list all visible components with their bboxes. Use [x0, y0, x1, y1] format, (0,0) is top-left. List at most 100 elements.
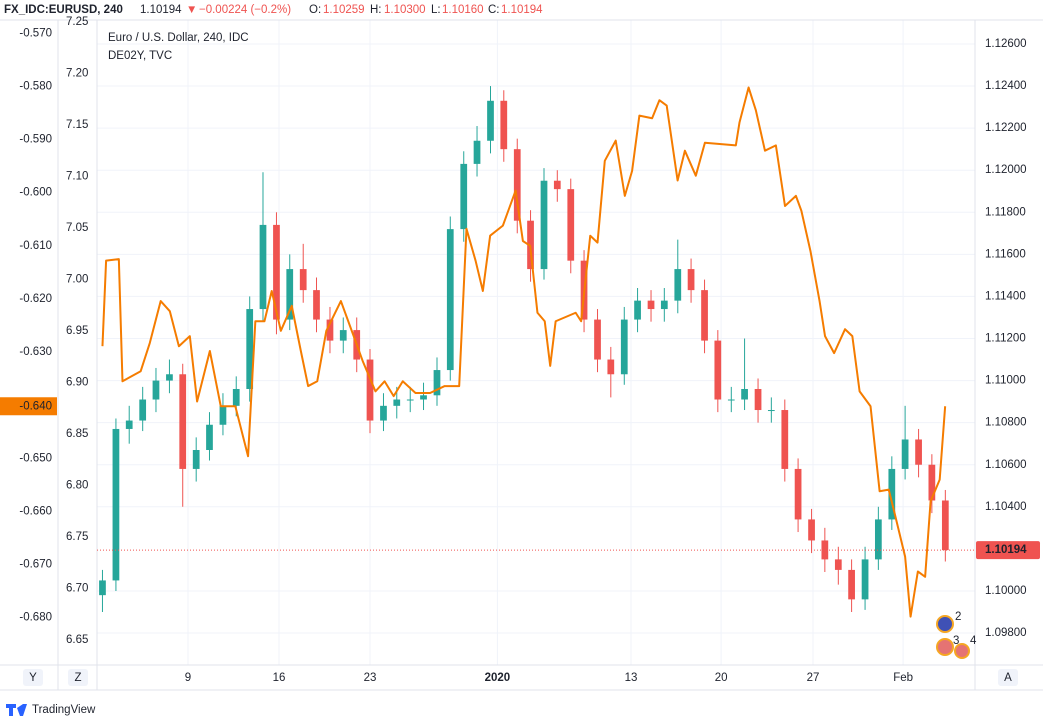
y-tick-label: -0.600	[19, 187, 52, 199]
y-button-label[interactable]: Y	[29, 672, 37, 684]
candle-body	[112, 428, 120, 581]
y-tick-label: -0.590	[19, 134, 52, 146]
x-tick-label: 23	[364, 672, 377, 684]
candle-body	[513, 149, 521, 221]
x-tick-label: 9	[185, 672, 191, 684]
candle-body	[767, 410, 775, 412]
header: FX_IDC:EURUSD, 240 1.10194 ▼ −0.00224 (−…	[4, 4, 543, 16]
candle-body	[500, 100, 508, 150]
y-tick-label: -0.630	[19, 346, 52, 358]
y-tick-label: -0.620	[19, 293, 52, 305]
candle-body	[259, 224, 267, 310]
z-button[interactable]	[68, 669, 88, 686]
candle-body	[901, 439, 909, 469]
candle-body	[754, 388, 762, 411]
y2-tick-label: 1.12000	[985, 164, 1027, 176]
candle-body	[915, 439, 922, 465]
y2-tick-label: 1.11400	[985, 290, 1026, 302]
y3-tick-label: 7.10	[66, 171, 88, 183]
candle-body	[567, 189, 575, 261]
y-button[interactable]	[23, 669, 43, 686]
close-label: C:	[488, 4, 500, 16]
candle-body	[446, 229, 454, 371]
y2-tick-label: 1.10400	[985, 501, 1027, 513]
event-count: 3	[953, 635, 959, 647]
candle-body	[701, 290, 708, 341]
x-tick-label: 16	[273, 672, 286, 684]
candle-body	[861, 559, 869, 600]
y3-tick-label: 6.75	[66, 531, 88, 543]
candle-body	[487, 100, 494, 141]
x-tick-label: 2020	[485, 672, 511, 684]
brand: TradingView	[32, 704, 96, 716]
series-label: -0.640	[19, 400, 52, 412]
y3-tick-label: 7.15	[66, 119, 88, 131]
series-label-box	[0, 397, 57, 416]
candle-body	[192, 450, 200, 469]
event-icon[interactable]	[936, 638, 954, 656]
candle-body	[166, 374, 173, 381]
y2-tick-label: 1.11600	[985, 248, 1026, 260]
candle-body	[594, 319, 601, 360]
candle-body	[99, 580, 106, 596]
open-value: 1.10259	[323, 4, 365, 16]
y-tick-label: -0.660	[19, 505, 52, 517]
candle-body	[460, 163, 468, 230]
candle-body	[246, 309, 254, 389]
close-value: 1.10194	[501, 4, 543, 16]
event-count: 4	[970, 635, 977, 647]
candle-body	[473, 140, 481, 164]
candle-body	[781, 410, 789, 469]
event-icon[interactable]	[936, 615, 954, 633]
candle-body	[393, 399, 401, 406]
y3-tick-label: 7.00	[66, 274, 88, 286]
a-button[interactable]	[998, 669, 1018, 686]
y2-tick-label: 1.11200	[985, 333, 1026, 345]
y2-tick-label: 1.12400	[985, 80, 1027, 92]
a-button-label[interactable]: A	[1004, 672, 1012, 684]
y-tick-label: -0.610	[19, 240, 52, 252]
y2-tick-label: 1.10600	[985, 459, 1027, 471]
y3-tick-label: 7.20	[66, 67, 88, 79]
candle-body	[674, 269, 682, 301]
event-icon[interactable]	[954, 643, 970, 659]
low-value: 1.10160	[442, 4, 484, 16]
candle-body	[714, 340, 722, 400]
candle-body	[366, 359, 374, 421]
candle-body	[179, 374, 187, 469]
y2-tick-label: 1.11800	[985, 206, 1026, 218]
legend-series: DE02Y, TVC	[108, 50, 172, 62]
candle-body	[420, 395, 427, 400]
candle-body	[834, 559, 842, 570]
candle-body	[620, 319, 628, 375]
series-line	[101, 86, 947, 618]
candle-body	[888, 468, 896, 520]
candle-body	[273, 224, 280, 320]
candle-body	[607, 359, 615, 375]
z-button-label[interactable]: Z	[74, 672, 81, 684]
candle-body	[928, 464, 936, 501]
candle-body	[313, 290, 320, 320]
change: −0.00224 (−0.2%)	[199, 4, 291, 16]
candle-body	[634, 300, 641, 320]
x-tick-label: 27	[807, 672, 820, 684]
y3-tick-label: 6.80	[66, 480, 88, 492]
candle-body	[380, 405, 387, 421]
candle-body	[553, 180, 561, 190]
y-tick-label: -0.580	[19, 80, 52, 92]
y2-tick-label: 1.11000	[985, 375, 1026, 387]
y-tick-label: -0.680	[19, 612, 52, 624]
candle-body	[125, 420, 133, 429]
candle-body	[794, 468, 802, 520]
candle-body	[874, 519, 882, 560]
candle-body	[406, 399, 414, 401]
price-label: 1.10194	[985, 544, 1027, 556]
y3-tick-label: 7.05	[66, 222, 88, 234]
y3-tick-label: 6.95	[66, 325, 88, 337]
low-label: L:	[431, 4, 441, 16]
open-label: O:	[309, 4, 321, 16]
y3-tick-label: 6.90	[66, 377, 88, 389]
candle-body	[232, 388, 240, 406]
x-tick-label: Feb	[893, 672, 913, 684]
